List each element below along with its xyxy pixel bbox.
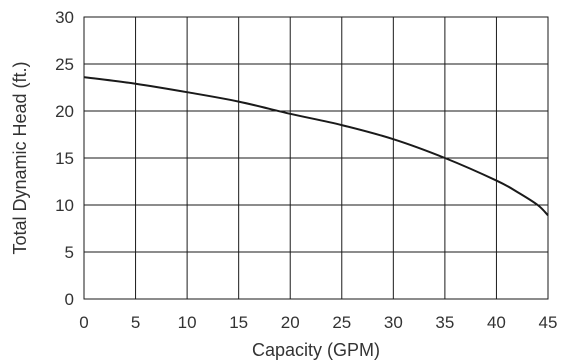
y-tick-label: 15 bbox=[55, 149, 74, 168]
y-tick-label: 25 bbox=[55, 55, 74, 74]
plot-frame bbox=[83, 16, 549, 300]
grid bbox=[83, 16, 549, 300]
series-line bbox=[83, 76, 549, 217]
x-tick-label: 30 bbox=[384, 313, 403, 332]
x-tick-label: 20 bbox=[281, 313, 300, 332]
y-tick-label: 10 bbox=[55, 196, 74, 215]
y-tick-label: 0 bbox=[65, 290, 74, 309]
y-tick-label: 5 bbox=[65, 243, 74, 262]
x-tick-label: 0 bbox=[79, 313, 88, 332]
x-tick-labels: 0 5 10 15 20 25 30 35 40 45 bbox=[79, 313, 557, 332]
x-tick-label: 5 bbox=[131, 313, 140, 332]
y-tick-labels: 0 5 10 15 20 25 30 bbox=[55, 8, 74, 309]
y-tick-label: 20 bbox=[55, 102, 74, 121]
x-tick-label: 25 bbox=[332, 313, 351, 332]
x-tick-label: 10 bbox=[178, 313, 197, 332]
y-tick-label: 30 bbox=[55, 8, 74, 27]
y-axis-label: Total Dynamic Head (ft.) bbox=[10, 61, 30, 254]
x-axis-label: Capacity (GPM) bbox=[252, 340, 380, 360]
x-tick-label: 35 bbox=[435, 313, 454, 332]
x-tick-label: 15 bbox=[229, 313, 248, 332]
x-tick-label: 40 bbox=[487, 313, 506, 332]
x-tick-label: 45 bbox=[539, 313, 558, 332]
series-group bbox=[83, 76, 549, 217]
